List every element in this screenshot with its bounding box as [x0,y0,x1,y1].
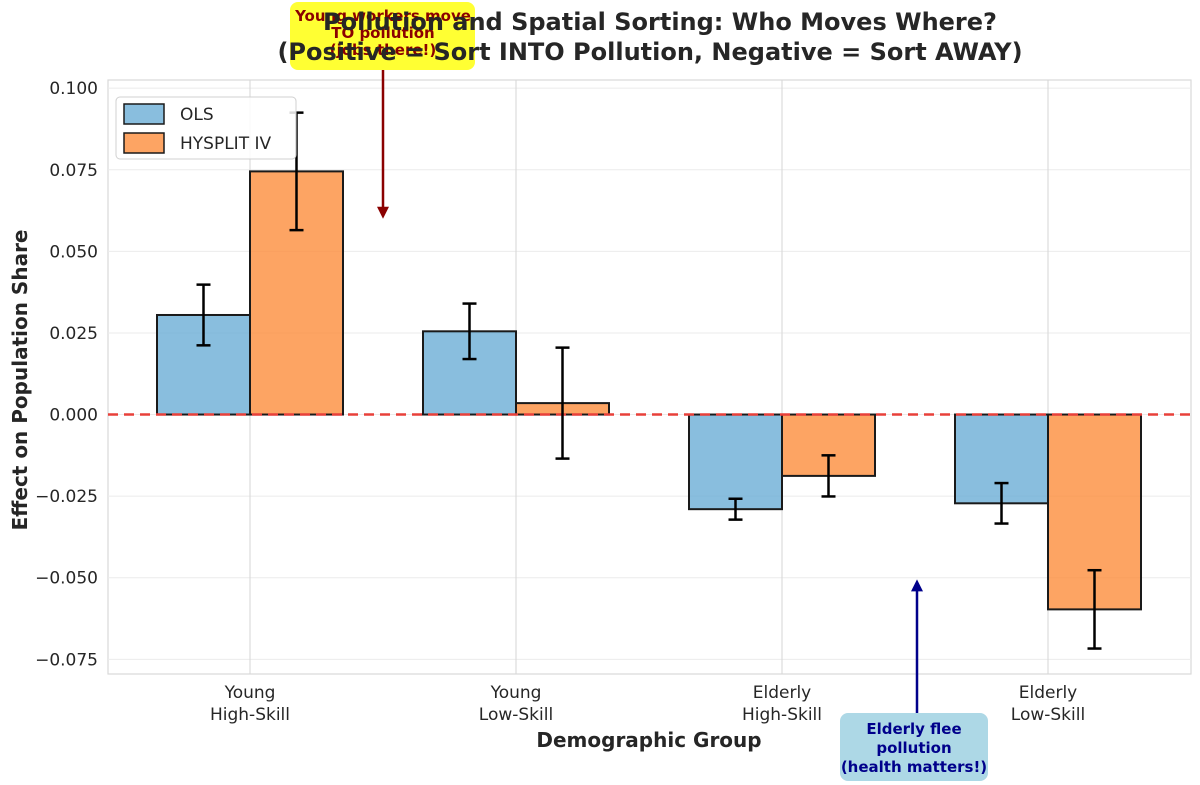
annotation-text-elderly: (health matters!) [841,758,987,776]
y-tick-label: −0.075 [35,650,98,670]
x-tick-label: Low-Skill [1011,705,1085,725]
legend-label: OLS [180,105,214,125]
y-tick-label: 0.050 [49,242,98,262]
bars [156,170,1142,611]
x-tick-label: Elderly [1019,683,1078,703]
x-tick-label: Elderly [753,683,812,703]
annotation-text-elderly: Elderly flee [866,720,961,738]
annotation-text-young: Young workers move [294,7,471,25]
annotation-arrowhead-elderly [911,579,923,592]
annotation-arrowhead-young [377,206,389,219]
x-tick-label: Young [224,683,276,703]
y-tick-label: −0.025 [35,487,98,507]
x-tick-label: High-Skill [742,705,822,725]
y-axis-label: Effect on Population Share [8,230,32,531]
chart-title-line-2: (Positive = Sort INTO Pollution, Negativ… [277,38,1022,66]
legend-swatch [123,103,165,125]
chart-title-line-1: Pollution and Spatial Sorting: Who Moves… [323,8,997,36]
legend-label: HYSPLIT IV [180,134,271,154]
x-axis-ticks: YoungHigh-SkillYoungLow-SkillElderlyHigh… [210,683,1085,725]
annotation-text-elderly: pollution [876,739,951,757]
annotation-box-young [290,2,475,70]
bar-ols [688,413,783,511]
annotation-text-young: (jobs there!) [330,41,436,59]
y-tick-label: 0.075 [49,161,98,181]
y-axis-ticks: −0.075 −0.050 −0.025 0.000 0.025 0.050 0.075 0.… [35,79,98,670]
annotation-text-young: TO pollution [331,24,435,42]
annotation-box-elderly [840,713,988,781]
legend-swatch [123,132,165,154]
y-tick-label: 0.100 [49,79,98,99]
x-axis-label: Demographic Group [536,728,761,752]
y-tick-label: 0.000 [49,406,98,426]
y-tick-label: −0.050 [35,569,98,589]
x-tick-label: Low-Skill [479,705,553,725]
y-tick-label: 0.025 [49,324,98,344]
x-tick-label: High-Skill [210,705,290,725]
x-tick-label: Young [490,683,542,703]
legend: OLS HYSPLIT IV [115,96,297,160]
